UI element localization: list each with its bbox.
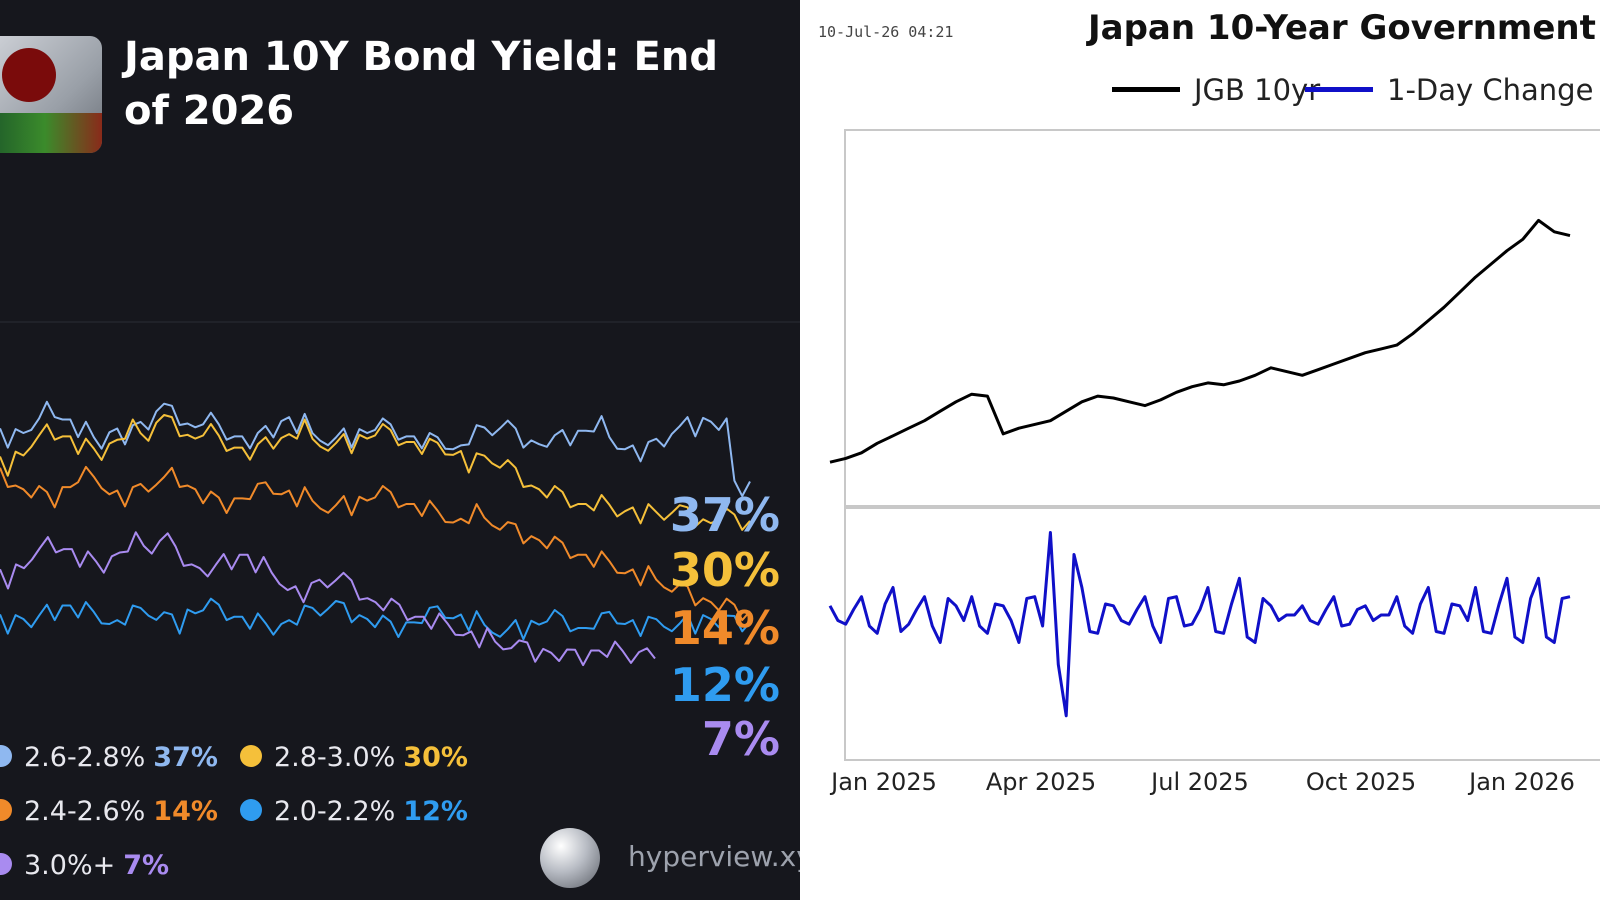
legend-value: 12% — [403, 796, 468, 827]
series-line — [0, 465, 751, 622]
x-tick-label: Apr 2025 — [985, 768, 1097, 796]
brand-logo-icon — [540, 828, 600, 888]
x-tick-label: Oct 2025 — [1305, 768, 1417, 796]
one-day-change-line — [828, 531, 1571, 718]
upper-plot-frame — [844, 129, 1600, 507]
legend-label: 2.0-2.2% — [274, 796, 396, 827]
legend-value: 30% — [403, 742, 468, 773]
bond-chart-panel: 10-Jul-26 04:21 Japan 10-Year Government… — [800, 0, 1600, 900]
legend-dot — [240, 744, 262, 767]
latest-value-label: 12% — [669, 658, 780, 712]
flag-sun — [2, 48, 56, 102]
market-title: Japan 10Y Bond Yield: End of 2026 — [124, 34, 718, 134]
chart-title: Japan 10-Year Government Bond — [1088, 8, 1600, 48]
legend-dot — [0, 852, 12, 875]
jgb-10yr-line — [829, 218, 1571, 464]
flag-market-band — [0, 113, 102, 153]
legend-entry: 1-Day Change — [1305, 73, 1593, 107]
legend-label: JGB 10yr — [1194, 73, 1321, 107]
legend-entry: JGB 10yr — [1112, 73, 1320, 107]
x-tick-label: Jan 2026 — [1469, 768, 1575, 796]
legend-dot — [0, 798, 12, 821]
x-tick-label: Jul 2025 — [1151, 768, 1249, 796]
series-line — [0, 597, 751, 641]
legend-dot — [0, 744, 12, 767]
latest-value-label: 30% — [669, 543, 780, 597]
legend-entry[interactable]: 2.6-2.8% 37% — [0, 742, 218, 773]
x-tick-label: Jan 2025 — [831, 768, 937, 796]
legend-value: 37% — [153, 742, 218, 773]
japan-flag-chart-icon — [0, 36, 102, 153]
legend-label: 2.8-3.0% — [274, 742, 396, 773]
latest-value-label: 14% — [669, 601, 780, 655]
legend-label: 2.6-2.8% — [24, 742, 146, 773]
series-line — [0, 414, 751, 531]
series-line — [0, 531, 656, 667]
probability-chart — [0, 321, 800, 667]
brand-name: hyperview.xyz — [628, 840, 800, 873]
legend-value: 7% — [123, 850, 170, 881]
bond-yield-chart — [828, 129, 1600, 761]
legend-entry[interactable]: 2.0-2.2% 12% — [240, 796, 468, 827]
legend-swatch — [1305, 86, 1373, 92]
latest-value-label: 37% — [669, 488, 780, 542]
prediction-market-panel: Japan 10Y Bond Yield: End of 2026 37% 30… — [0, 0, 800, 900]
latest-value-label: 7% — [701, 712, 780, 766]
legend-swatch — [1112, 86, 1180, 92]
legend-entry[interactable]: 3.0%+ 7% — [0, 850, 169, 881]
legend-label: 3.0%+ — [24, 850, 116, 881]
legend-entry[interactable]: 2.8-3.0% 30% — [240, 742, 468, 773]
lower-plot-frame — [844, 507, 1600, 761]
series-line — [0, 400, 751, 498]
legend-label: 1-Day Change — [1387, 73, 1594, 107]
legend-entry[interactable]: 2.4-2.6% 14% — [0, 796, 218, 827]
legend-value: 14% — [153, 796, 218, 827]
timestamp: 10-Jul-26 04:21 — [818, 23, 954, 41]
legend-dot — [240, 798, 262, 821]
legend-label: 2.4-2.6% — [24, 796, 146, 827]
